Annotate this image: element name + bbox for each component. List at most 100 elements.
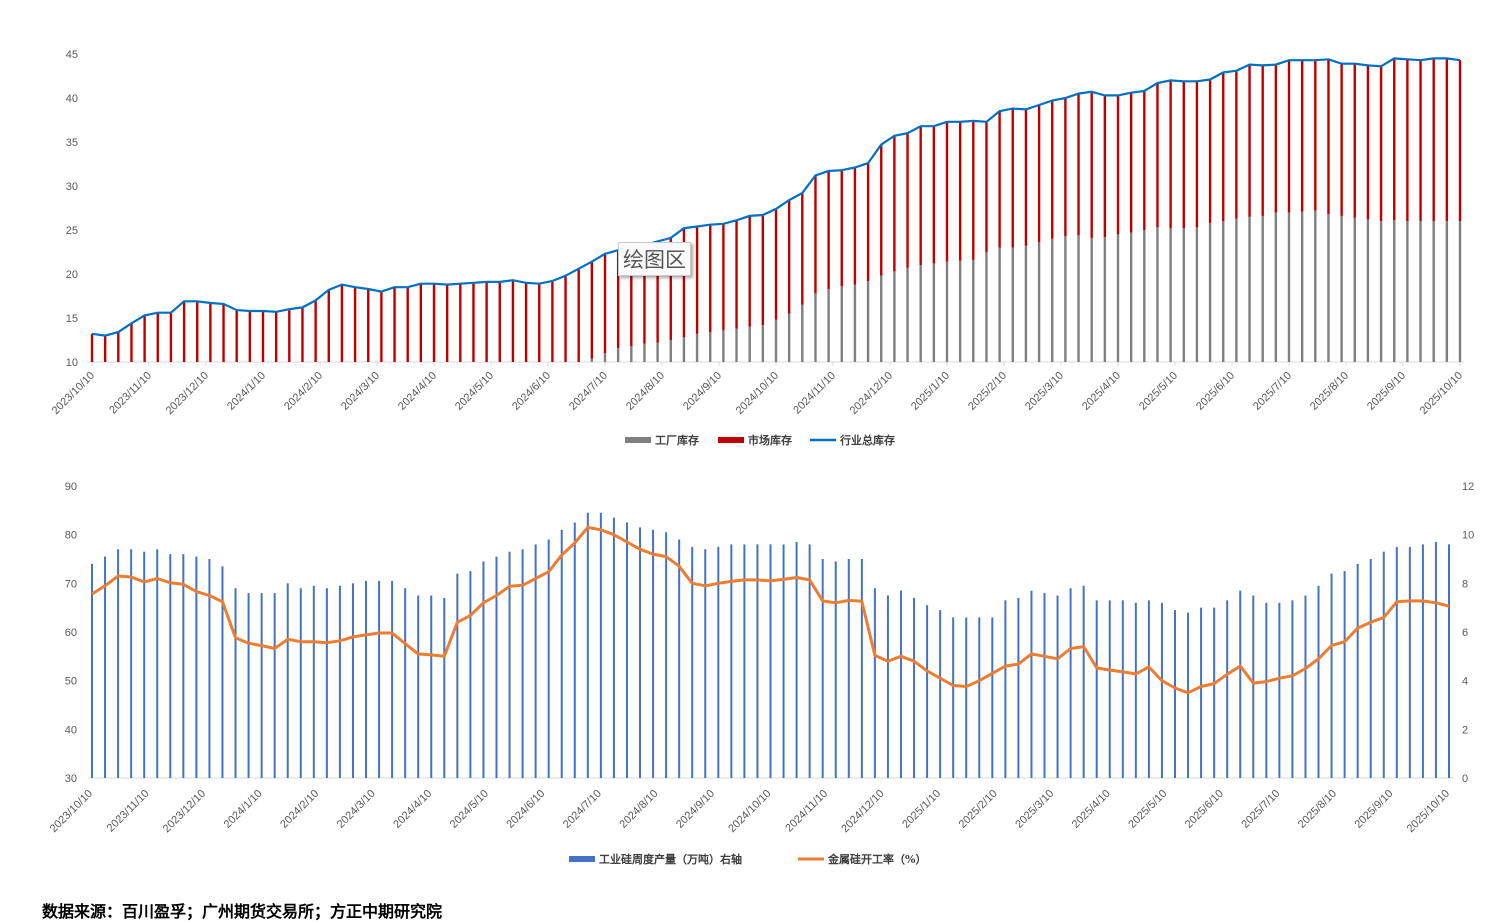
bottom-right-y-tick-label: 10 [1462,530,1474,542]
market-inventory-bar [340,284,344,362]
weekly-output-bar [1030,590,1033,778]
market-inventory-bar [1393,58,1396,221]
top-x-tick-label: 2024/1/10 [225,370,268,413]
bottom-left-y-tick-label: 50 [65,676,77,688]
weekly-output-bar [1147,600,1150,778]
factory-inventory-bar [814,293,817,362]
weekly-output-bar [378,580,381,778]
top-x-tick-label: 2025/5/10 [1137,370,1180,413]
top-x-tick-label: 2024/4/10 [396,370,439,413]
weekly-output-bar [1408,546,1411,778]
factory-inventory-bar [1314,210,1317,362]
weekly-output-bar [769,544,772,778]
factory-inventory-bar [1379,221,1383,362]
weekly-output-bar [573,522,576,778]
weekly-output-bar [913,597,916,778]
factory-inventory-bar [1248,216,1251,362]
market-inventory-bar [1156,83,1159,228]
weekly-output-bar [639,527,642,778]
bottom-right-y-tick-label: 6 [1462,627,1468,639]
weekly-output-bar [1004,600,1007,778]
market-inventory-bar [1314,60,1317,211]
bottom-x-tick-label: 2023/12/10 [161,788,208,835]
market-inventory-bar [603,253,607,354]
bottom-x-tick-label: 2025/8/10 [1296,788,1339,831]
factory-inventory-bar [1024,245,1028,362]
factory-inventory-bar [787,313,791,362]
market-inventory-bar [1011,108,1014,248]
data-source-note: 数据来源：百川盈孚；广州期货交易所；方正中期研究院 [42,902,443,921]
market-inventory-bar [866,163,870,282]
legend-label-market: 市场库存 [748,433,792,447]
market-inventory-bar [919,126,922,266]
bottom-x-tick-label: 2024/2/10 [278,788,321,831]
factory-inventory-bar [919,265,922,362]
bottom-x-tick-label: 2023/11/10 [105,788,152,835]
bottom-x-tick-label: 2025/1/10 [900,788,943,831]
factory-inventory-bar [1432,221,1435,362]
top-y-tick-label: 10 [66,357,78,369]
weekly-output-bar [599,512,602,778]
market-inventory-bar [301,307,304,362]
weekly-output-bar [156,549,159,778]
top-x-tick-label: 2025/4/10 [1080,370,1123,413]
top-x-tick-label: 2024/8/10 [624,370,667,413]
factory-inventory-bar [1077,235,1080,362]
market-inventory-bar [1432,58,1435,222]
weekly-output-bar [1252,595,1255,778]
market-inventory-bar [1116,95,1120,235]
legend-label-factory: 工厂库存 [655,433,699,447]
market-inventory-bar [182,301,186,362]
top-y-tick-label: 30 [66,181,78,193]
market-inventory-bar [801,193,804,305]
market-inventory-bar [1261,65,1264,216]
market-inventory-bar [143,315,146,362]
total-inventory-line [91,57,1461,337]
factory-inventory-bar [1458,221,1462,362]
weekly-output-bar [860,559,863,778]
market-inventory-bar [998,111,1001,248]
factory-inventory-bar [669,340,672,362]
weekly-output-bar [91,563,93,778]
factory-inventory-bar [748,326,751,362]
weekly-output-bar [691,546,694,778]
weekly-output-bar [991,617,994,778]
weekly-output-bar [1434,541,1437,778]
factory-inventory-bar [1090,237,1093,362]
weekly-output-bar [704,549,707,778]
bottom-left-y-tick-label: 80 [65,530,77,542]
factory-inventory-bar [761,325,765,362]
bottom-left-y-tick-label: 40 [65,724,77,736]
weekly-output-bar [221,566,224,778]
factory-inventory-bar [840,286,843,362]
factory-inventory-bar [1064,236,1067,362]
top-x-tick-label: 2024/11/10 [791,370,838,417]
plot-area-tooltip: 绘图区 [618,242,691,276]
factory-inventory-bar [1195,227,1199,362]
weekly-output-bar [717,546,720,778]
market-inventory-bar [985,121,988,252]
weekly-output-bar [886,595,889,778]
weekly-output-bar [965,617,968,778]
market-inventory-bar [787,200,791,314]
weekly-output-bar [182,554,185,778]
factory-inventory-bar [616,347,620,362]
market-inventory-bar [1458,60,1462,222]
market-inventory-bar [1274,64,1278,213]
bottom-x-tick-label: 2024/8/10 [617,788,660,831]
market-inventory-bar [590,261,594,359]
factory-inventory-bar [853,284,857,362]
market-inventory-bar [709,224,712,333]
market-inventory-bar [722,223,725,331]
top-x-tick-label: 2024/9/10 [681,370,724,413]
bottom-x-tick-label: 2025/6/10 [1183,788,1226,831]
factory-inventory-bar [630,346,633,362]
market-inventory-bar [459,283,462,362]
weekly-output-bar [873,588,876,778]
market-inventory-bar [1169,80,1172,229]
market-inventory-bar [393,287,396,362]
bottom-x-tick-label: 2025/3/10 [1013,788,1056,831]
bottom-x-tick-label: 2024/10/10 [726,788,773,835]
market-inventory-bar [1235,70,1238,219]
market-inventory-bar [1445,58,1449,222]
